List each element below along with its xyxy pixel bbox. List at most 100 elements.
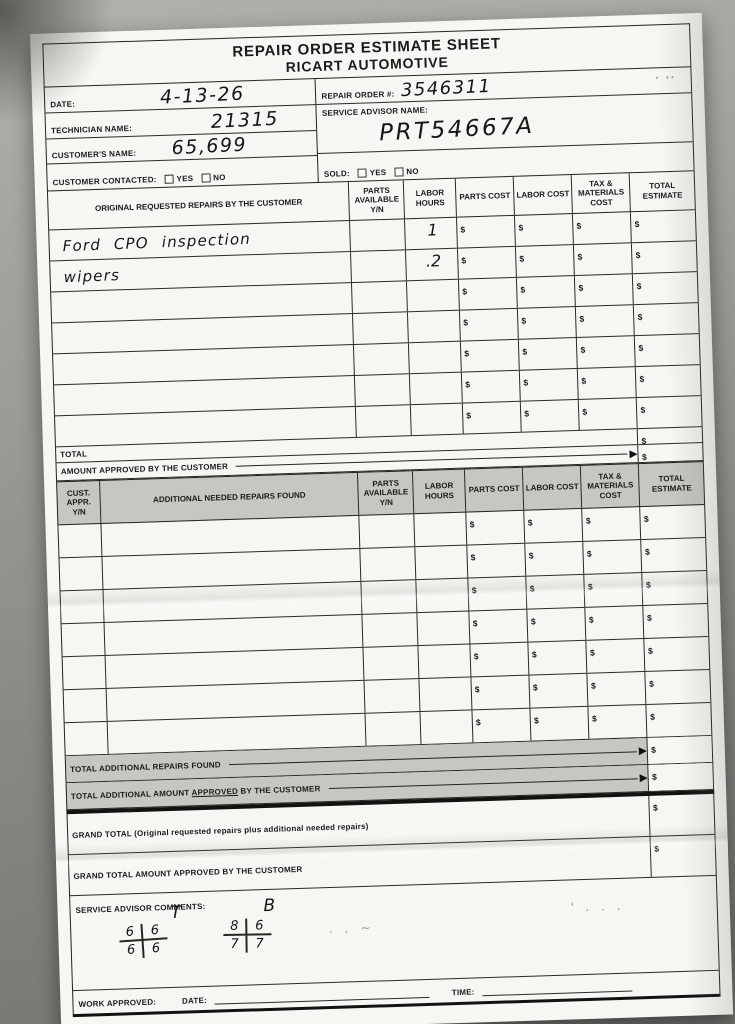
labor-hours-cell xyxy=(418,677,472,712)
total-estimate-cell: $ xyxy=(643,636,710,672)
tax-materials-cost-cell: $ xyxy=(576,336,636,368)
tire-front-handwriting: T xyxy=(170,902,182,924)
dollar-sign: $ xyxy=(533,715,539,726)
tax-materials-cost-cell: $ xyxy=(572,212,632,245)
technician-value-handwriting: 21315 xyxy=(210,107,280,133)
dollar-sign: $ xyxy=(470,552,476,563)
dollar-sign: $ xyxy=(524,408,530,419)
parts-cost-cell: $ xyxy=(469,642,529,677)
dollar-sign: $ xyxy=(465,379,471,390)
parts-available-cell xyxy=(360,580,417,614)
parts-cost-cell: $ xyxy=(459,339,519,372)
date-label: DATE: xyxy=(181,995,208,1006)
dollar-sign: $ xyxy=(645,579,651,590)
grand-total-approved-cell: $ xyxy=(649,834,716,877)
checkbox-icon xyxy=(357,168,367,178)
no-label: NO xyxy=(406,166,419,177)
parts-available-cell xyxy=(349,219,406,252)
date-signature-line xyxy=(214,987,430,1005)
tread-depth-grid-front: 6 6 6 6 xyxy=(118,922,168,960)
dollar-sign: $ xyxy=(466,410,472,421)
column-header-parts-available: PARTS AVAILABLE Y/N xyxy=(357,471,414,515)
dollar-sign: $ xyxy=(523,377,529,388)
checkbox-icon xyxy=(164,174,174,184)
parts-available-cell xyxy=(352,312,409,344)
tax-materials-cost-cell: $ xyxy=(574,274,634,307)
column-header-labor-hours: LABOR HOURS xyxy=(403,178,456,219)
tread-depth-grid-back: 8 6 7 7 xyxy=(223,918,272,953)
total-estimate-cell: $ xyxy=(634,334,700,367)
dollar-sign: $ xyxy=(637,311,643,323)
parts-available-cell xyxy=(351,281,408,314)
total-estimate-cell: $ xyxy=(640,538,707,573)
total-estimate-cell: $ xyxy=(639,505,706,540)
labor-cost-cell: $ xyxy=(524,541,584,576)
customer-approved-cell xyxy=(65,722,108,755)
total-estimate-cell: $ xyxy=(637,427,703,446)
labor-hours-cell xyxy=(414,545,468,580)
tax-materials-cost-cell: $ xyxy=(585,639,645,673)
paper-sheet: REPAIR ORDER ESTIMATE SHEET RICART AUTOM… xyxy=(30,12,734,1024)
dollar-sign: $ xyxy=(528,550,534,561)
parts-cost-cell: $ xyxy=(457,277,517,310)
yes-label: YES xyxy=(369,167,387,178)
dollar-sign: $ xyxy=(654,843,660,854)
dollar-sign: $ xyxy=(652,802,658,813)
checkbox-icon xyxy=(394,167,404,177)
parts-available-cell xyxy=(354,374,411,406)
labor-cost-cell: $ xyxy=(518,337,578,370)
tax-materials-cost-cell: $ xyxy=(582,540,642,574)
no-label: NO xyxy=(213,172,226,183)
dollar-sign: $ xyxy=(463,317,469,328)
dollar-sign: $ xyxy=(588,614,594,625)
dollar-sign: $ xyxy=(587,581,593,592)
dollar-sign: $ xyxy=(648,678,655,689)
dollar-sign: $ xyxy=(518,222,524,233)
total-estimate-cell: $ xyxy=(633,303,699,336)
dollar-sign: $ xyxy=(529,583,535,594)
tread-value: 7 xyxy=(223,935,248,953)
dollar-sign: $ xyxy=(635,249,641,261)
labor-hours-cell xyxy=(415,578,469,613)
total-additional-repairs-label: TOTAL ADDITIONAL REPAIRS FOUND xyxy=(69,759,221,774)
parts-cost-cell: $ xyxy=(467,576,527,611)
dollar-sign: $ xyxy=(646,612,652,623)
dollar-sign: $ xyxy=(643,513,649,524)
labor-hours-cell xyxy=(410,403,463,436)
tax-materials-cost-cell: $ xyxy=(583,573,643,607)
dollar-sign: $ xyxy=(582,406,588,417)
customer-approved-cell xyxy=(63,656,106,689)
tread-value: 6 xyxy=(142,922,168,941)
stray-pen-marks: . . ~ xyxy=(329,920,375,937)
dollar-sign: $ xyxy=(579,313,585,324)
sold-no-option: NO xyxy=(394,167,419,177)
parts-cost-cell: $ xyxy=(466,543,526,578)
date-value-handwriting: 4-13-26 xyxy=(159,82,246,109)
labor-cost-cell: $ xyxy=(515,245,575,277)
tax-materials-cost-cell: $ xyxy=(581,507,641,541)
tread-value: 6 xyxy=(119,940,145,960)
column-header-parts-cost: PARTS COST xyxy=(463,467,524,512)
handwritten-entry: .2 xyxy=(425,251,442,271)
original-repairs-table-body: Ford CPO inspection 1 $ $ $ $ wipers .2 $ $ $ $ $ $ $ $… xyxy=(48,210,703,448)
dollar-sign: $ xyxy=(576,220,582,231)
dollar-sign: $ xyxy=(581,375,587,386)
column-header-parts-cost: PARTS COST xyxy=(454,176,515,217)
repair-order-estimate-form: REPAIR ORDER ESTIMATE SHEET RICART AUTOM… xyxy=(42,23,721,1018)
service-advisor-label: SERVICE ADVISOR NAME: xyxy=(321,105,429,118)
tax-materials-cost-cell: $ xyxy=(578,398,638,430)
tread-value: 7 xyxy=(255,936,264,952)
customer-approved-cell xyxy=(62,623,105,656)
parts-cost-cell: $ xyxy=(458,308,518,341)
labor-hours-cell xyxy=(416,611,470,646)
dollar-sign: $ xyxy=(647,645,653,656)
parts-available-cell xyxy=(355,405,412,437)
grand-total-cell: $ xyxy=(648,793,715,836)
arrow-line xyxy=(328,777,639,789)
column-header-total-estimate: TOTAL ESTIMATE xyxy=(629,171,695,212)
dollar-sign: $ xyxy=(461,255,467,266)
total-additional-approved-label: TOTAL ADDITIONAL AMOUNT APPROVED BY THE … xyxy=(70,783,321,801)
tread-value: 6 xyxy=(151,940,161,957)
repair-order-value-handwriting: 3546311 xyxy=(400,75,493,101)
total-estimate-cell: $ xyxy=(644,669,711,704)
